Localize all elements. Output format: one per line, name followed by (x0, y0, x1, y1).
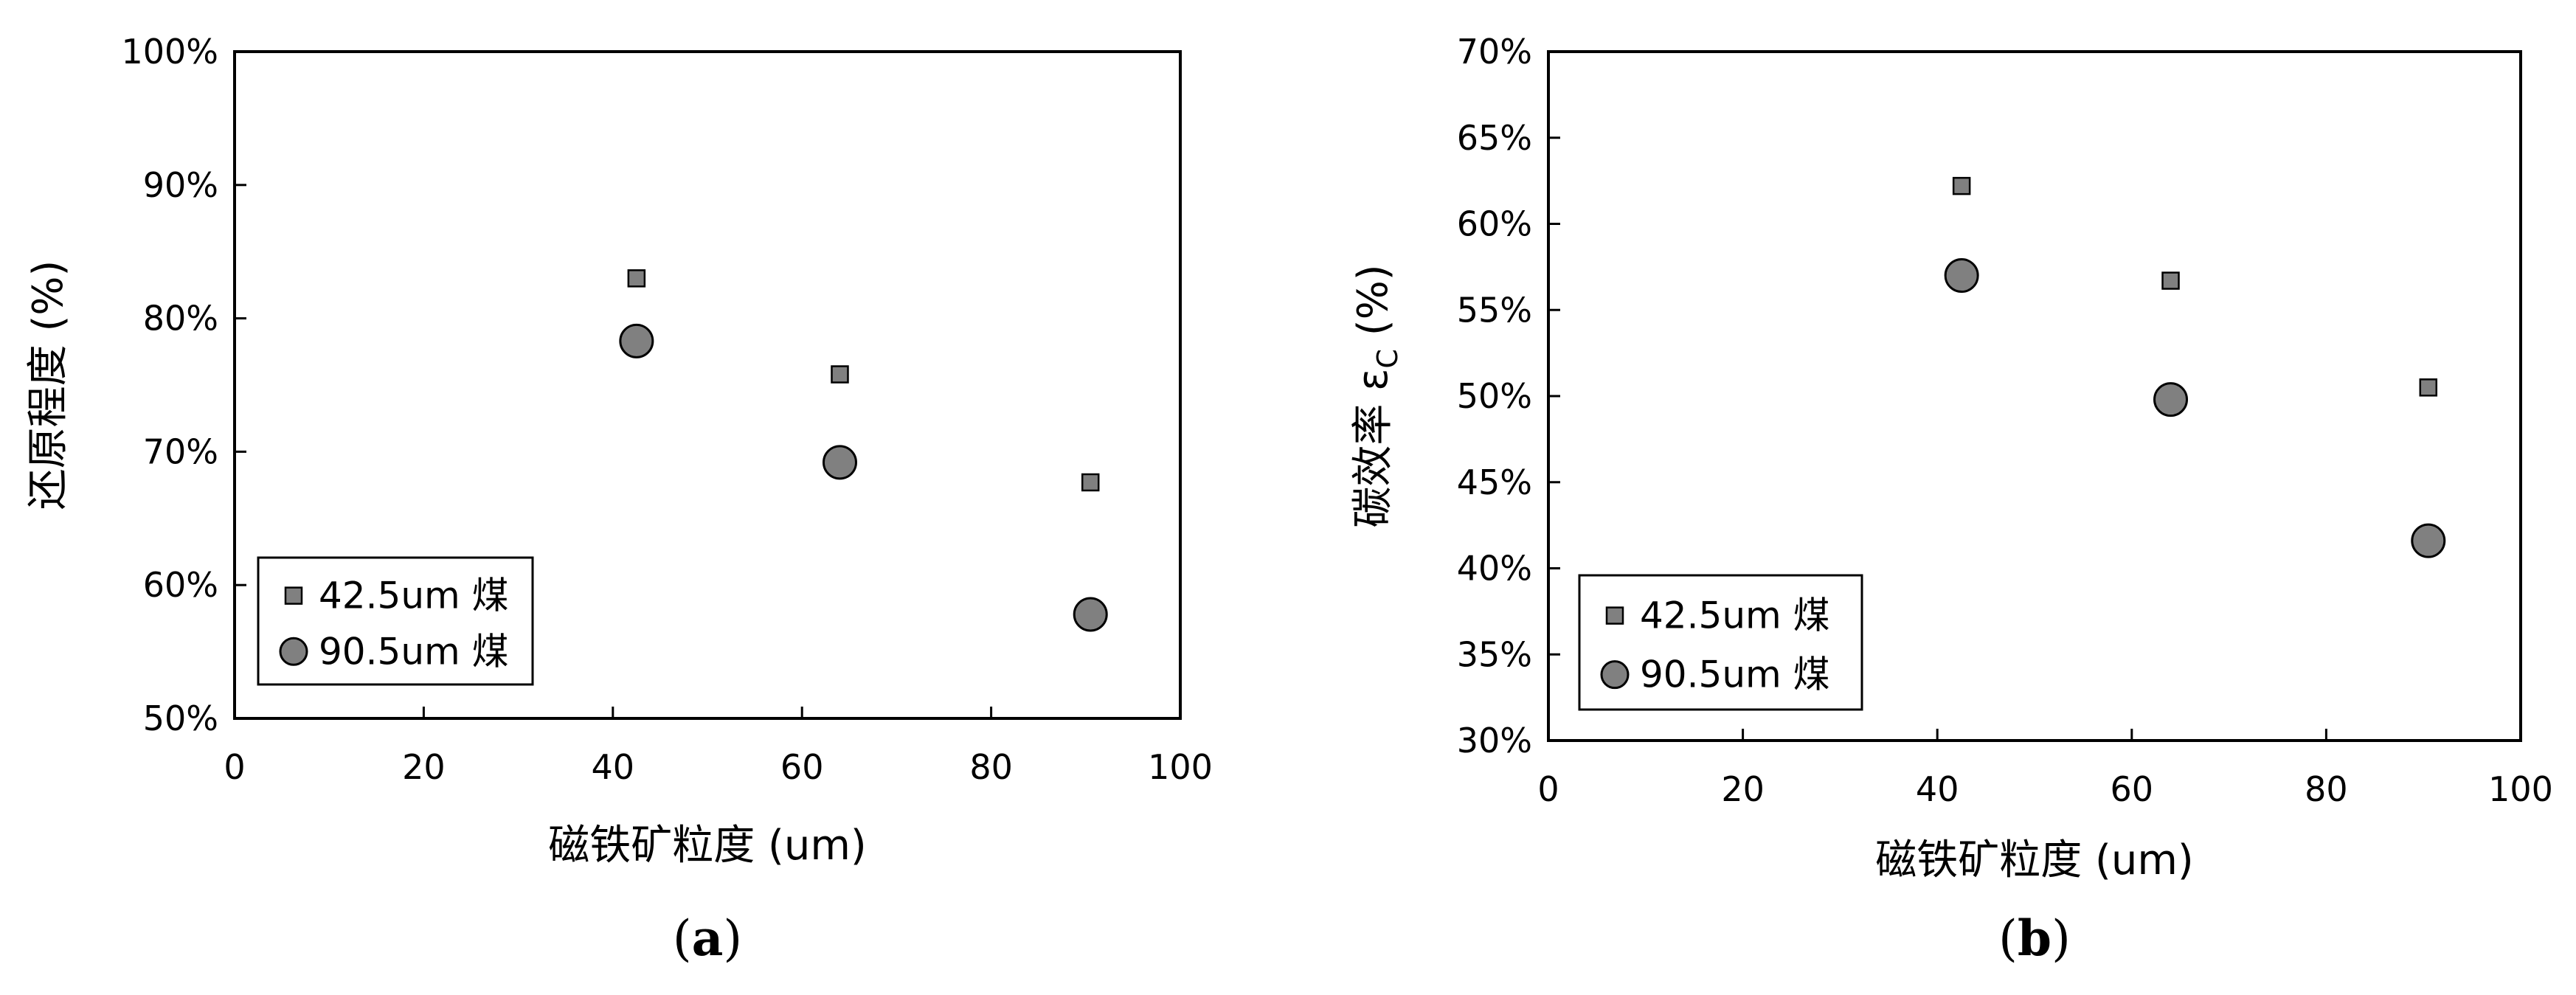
y-tick-label: 60% (143, 565, 218, 605)
plot-frame (233, 50, 1182, 720)
x-tick-label: 60 (780, 747, 824, 787)
y-axis-title-symbol: ε (1349, 369, 1397, 404)
data-point-circle (2411, 523, 2446, 558)
legend-box (1578, 574, 1863, 711)
x-tick-label: 100 (2488, 769, 2553, 809)
data-point-square (831, 365, 849, 384)
data-point-circle (619, 323, 654, 358)
y-tick-label: 80% (143, 299, 218, 339)
y-tick-label: 40% (1457, 549, 1532, 589)
legend: 42.5um 煤 90.5um 煤 (1578, 574, 1863, 711)
chart-b: 0 20 40 60 80 100 30% 35% 40% 45% 50% 55% 60% 65% 70% 磁… (1349, 32, 2553, 967)
panel-caption: (a) (673, 909, 742, 967)
caption-letter: b (2018, 909, 2052, 967)
data-point-circle (822, 445, 857, 480)
data-point-square (627, 269, 646, 288)
legend-marker-square (284, 586, 303, 605)
data-point-circle (1073, 597, 1108, 632)
x-axis-title: 磁铁矿粒度 (um) (548, 822, 867, 870)
y-tick-label: 70% (1457, 32, 1532, 72)
data-point-square (2419, 378, 2438, 397)
x-tick-label: 0 (1537, 769, 1559, 809)
y-tick-label: 50% (143, 698, 218, 738)
y-axis-title-unit: (%) (1349, 264, 1397, 349)
y-axis-title-text: 还原程度 (%) (24, 260, 72, 510)
y-tick-label: 55% (1457, 290, 1532, 330)
y-tick-label: 50% (1457, 376, 1532, 416)
y-tick-label: 30% (1457, 721, 1532, 760)
caption-open: ( (673, 910, 692, 967)
x-tick-label: 100 (1148, 747, 1213, 787)
x-axis-title: 磁铁矿粒度 (um) (1875, 836, 2194, 884)
panel-caption: (b) (1998, 909, 2071, 967)
y-tick-label: 65% (1457, 118, 1532, 158)
legend-label: 42.5um 煤 (1640, 594, 1830, 637)
legend-label: 90.5um 煤 (1640, 653, 1830, 696)
caption-close: ) (723, 910, 742, 967)
y-tick-label: 45% (1457, 462, 1532, 502)
chart-a: 0 20 40 60 80 100 50% 60% 70% 80% 90% 100% 磁铁矿粒度 (um… (24, 32, 1213, 967)
caption-close: ) (2052, 910, 2071, 967)
y-tick-label: 60% (1457, 204, 1532, 244)
caption-letter: a (692, 909, 724, 967)
data-point-square (1081, 473, 1100, 492)
y-axis-title: 碳效率 εC (%) (1349, 264, 1404, 527)
legend-marker-circle (1600, 660, 1630, 690)
data-point-circle (1944, 258, 1979, 294)
x-tick-label: 60 (2111, 769, 2154, 809)
caption-open: ( (1998, 910, 2018, 967)
x-tick-label: 80 (969, 747, 1013, 787)
data-point-square (1952, 176, 1971, 195)
x-tick-label: 20 (402, 747, 446, 787)
x-tick-label: 40 (1916, 769, 1959, 809)
y-tick-label: 35% (1457, 634, 1532, 674)
data-point-square (2161, 271, 2180, 290)
legend: 42.5um 煤 90.5um 煤 (257, 556, 534, 686)
y-axis-title-text: 碳效率 (1349, 404, 1397, 528)
legend-label: 90.5um 煤 (319, 630, 509, 673)
x-tick-label: 0 (224, 747, 245, 787)
x-tick-label: 40 (592, 747, 635, 787)
legend-marker-circle (279, 637, 308, 666)
x-tick-label: 80 (2305, 769, 2348, 809)
y-tick-label: 100% (121, 32, 218, 72)
y-tick-label: 90% (143, 165, 218, 205)
data-point-circle (2153, 382, 2189, 417)
y-axis-title: 还原程度 (%) (24, 260, 72, 510)
legend-box (257, 556, 534, 686)
legend-label: 42.5um 煤 (319, 575, 509, 617)
legend-marker-square (1605, 606, 1624, 625)
y-tick-label: 70% (143, 431, 218, 471)
y-axis-title-subscript: C (1371, 349, 1404, 369)
x-tick-label: 20 (1721, 769, 1765, 809)
